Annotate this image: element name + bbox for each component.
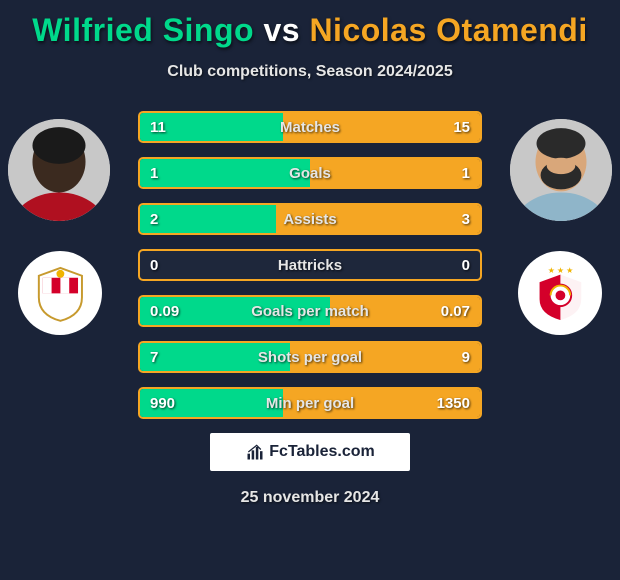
stat-label: Goals bbox=[289, 165, 331, 182]
stat-bar-right bbox=[310, 159, 480, 187]
stat-row: 2 Assists 3 bbox=[138, 203, 482, 235]
stat-value-right: 15 bbox=[453, 119, 470, 136]
stat-value-right: 0 bbox=[462, 257, 470, 274]
stat-value-right: 9 bbox=[462, 349, 470, 366]
stat-row: 0.09 Goals per match 0.07 bbox=[138, 295, 482, 327]
player2-name: Nicolas Otamendi bbox=[309, 12, 587, 48]
stat-label: Assists bbox=[283, 211, 336, 228]
player1-avatar-svg bbox=[8, 119, 110, 221]
stat-value-left: 990 bbox=[150, 395, 175, 412]
crest2-svg: ★ ★ ★ bbox=[531, 264, 590, 323]
subtitle: Club competitions, Season 2024/2025 bbox=[0, 63, 620, 81]
brand-text: FcTables.com bbox=[269, 443, 375, 461]
brand-chart-icon bbox=[245, 442, 265, 462]
stat-value-left: 11 bbox=[150, 119, 166, 136]
stat-value-right: 0.07 bbox=[441, 303, 470, 320]
stat-row: 11 Matches 15 bbox=[138, 111, 482, 143]
stat-value-left: 0 bbox=[150, 257, 158, 274]
stat-label: Goals per match bbox=[251, 303, 369, 320]
stats-container: 11 Matches 15 1 Goals 1 2 Assists 3 0 Hattricks 0 0.… bbox=[138, 111, 482, 419]
stat-label: Min per goal bbox=[266, 395, 354, 412]
player1-avatar bbox=[8, 119, 110, 221]
stat-label: Hattricks bbox=[278, 257, 342, 274]
player2-club-crest: ★ ★ ★ bbox=[518, 251, 602, 335]
comparison-title: Wilfried Singo vs Nicolas Otamendi bbox=[0, 0, 620, 49]
player1-name: Wilfried Singo bbox=[32, 12, 254, 48]
content-area: ★ ★ ★ 11 Matches 15 1 Goals 1 2 Assists 3 0 Hattri… bbox=[0, 111, 620, 419]
vs-text: vs bbox=[263, 12, 300, 48]
stat-bar-left bbox=[140, 205, 276, 233]
date-text: 25 november 2024 bbox=[0, 489, 620, 507]
stat-label: Matches bbox=[280, 119, 340, 136]
player2-avatar bbox=[510, 119, 612, 221]
stat-value-left: 0.09 bbox=[150, 303, 179, 320]
stat-value-left: 7 bbox=[150, 349, 158, 366]
stat-value-right: 3 bbox=[462, 211, 470, 228]
brand-badge: FcTables.com bbox=[210, 433, 410, 471]
stat-value-left: 2 bbox=[150, 211, 158, 228]
stat-label: Shots per goal bbox=[258, 349, 362, 366]
stat-value-right: 1 bbox=[462, 165, 470, 182]
stat-value-right: 1350 bbox=[437, 395, 470, 412]
stat-bar-left bbox=[140, 159, 310, 187]
crest1-svg bbox=[31, 264, 90, 323]
player2-avatar-svg bbox=[510, 119, 612, 221]
stat-row: 0 Hattricks 0 bbox=[138, 249, 482, 281]
stat-row: 1 Goals 1 bbox=[138, 157, 482, 189]
player1-club-crest bbox=[18, 251, 102, 335]
stat-row: 990 Min per goal 1350 bbox=[138, 387, 482, 419]
stat-value-left: 1 bbox=[150, 165, 158, 182]
stat-row: 7 Shots per goal 9 bbox=[138, 341, 482, 373]
